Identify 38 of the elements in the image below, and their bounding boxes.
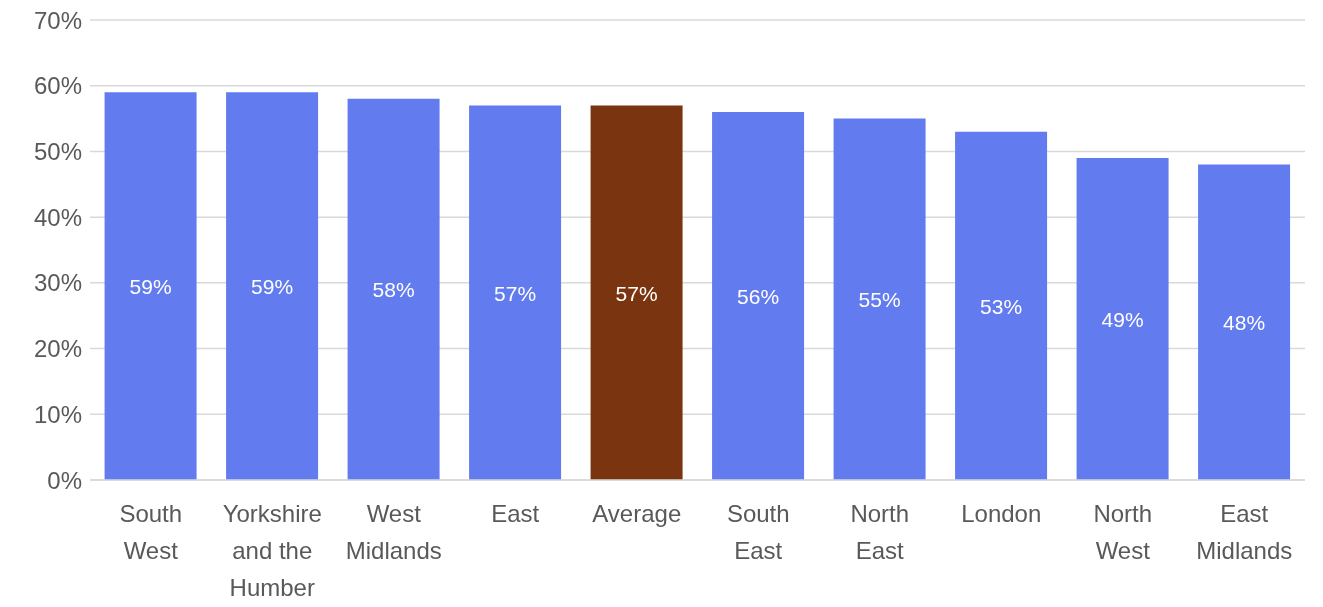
x-tick-label: South East <box>726 500 790 564</box>
data-label: 49% <box>1101 308 1144 331</box>
bar <box>1076 158 1169 480</box>
bar <box>1198 164 1291 480</box>
bar <box>833 118 926 480</box>
x-tick-label: Average <box>592 500 682 527</box>
data-label: 57% <box>615 281 658 305</box>
y-tick-label: 30% <box>33 269 82 297</box>
x-tick-label: London <box>961 500 1042 527</box>
bar <box>469 105 562 480</box>
x-tick-label: Yorkshire and the Humber <box>222 500 322 601</box>
x-tick-label: East Midlands <box>1196 500 1293 564</box>
x-tick-label: West Midlands <box>345 500 442 564</box>
data-label: 56% <box>737 285 780 308</box>
y-tick-label: 60% <box>33 72 82 100</box>
bar <box>955 131 1048 480</box>
bar <box>104 92 197 480</box>
data-label: 55% <box>858 288 901 312</box>
x-tick-label: North East <box>850 500 910 564</box>
y-tick-label: 70% <box>33 6 82 34</box>
data-label: 59% <box>129 275 172 299</box>
data-label: 53% <box>980 294 1023 318</box>
data-label: 57% <box>494 281 537 305</box>
y-tick-label: 50% <box>33 137 82 165</box>
data-label: 48% <box>1223 311 1266 335</box>
bar <box>712 112 805 480</box>
y-tick-label: 40% <box>33 203 82 231</box>
y-tick-label: 10% <box>33 400 82 428</box>
bar <box>347 98 440 480</box>
data-label: 58% <box>372 278 415 302</box>
bar <box>226 92 319 480</box>
y-tick-label: 20% <box>33 335 82 363</box>
y-tick-label: 0% <box>47 466 82 494</box>
x-tick-label: South West <box>119 500 183 564</box>
bar <box>590 105 683 480</box>
data-label: 59% <box>251 275 294 299</box>
x-tick-label: East <box>491 500 540 527</box>
x-tick-label: North West <box>1093 500 1153 564</box>
